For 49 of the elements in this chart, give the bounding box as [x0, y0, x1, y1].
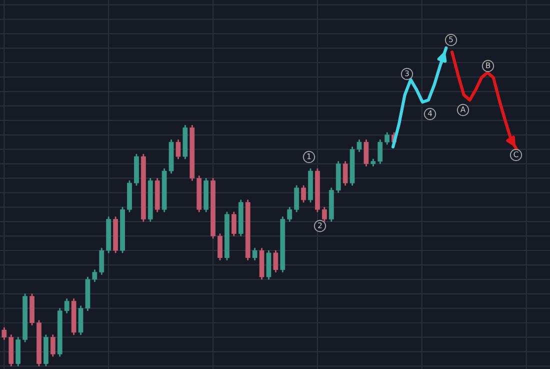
candlestick — [120, 206, 125, 254]
candlestick — [364, 139, 369, 166]
candlestick — [252, 248, 258, 260]
candlestick — [196, 176, 202, 212]
candlestick — [36, 320, 42, 366]
candlestick — [64, 298, 70, 314]
candlestick — [148, 178, 153, 222]
candlestick — [259, 248, 264, 280]
candlestick — [328, 188, 334, 222]
candlestick — [370, 158, 376, 166]
candlestick — [308, 168, 313, 203]
candlestick — [71, 298, 76, 336]
candlestick — [245, 200, 250, 260]
candlestick — [176, 139, 181, 160]
candlestick — [238, 200, 244, 236]
candlestick — [57, 308, 62, 357]
candlestick — [106, 216, 112, 254]
candlestick — [301, 185, 306, 203]
candlestick — [140, 154, 146, 222]
candlestick — [134, 154, 139, 186]
candlestick — [342, 161, 348, 186]
candlestick — [8, 334, 14, 366]
candlestick — [154, 178, 160, 212]
candlestick — [30, 294, 34, 326]
candlestick — [273, 250, 278, 272]
candlestick — [231, 212, 236, 236]
candlestick — [384, 132, 390, 145]
candlestick — [99, 248, 104, 275]
candlestick — [218, 233, 222, 260]
candlestick — [127, 180, 132, 212]
candlestick — [210, 178, 216, 239]
candlestick — [22, 294, 28, 342]
candlestick — [224, 212, 230, 260]
candlestick — [50, 334, 56, 357]
candlestick — [322, 206, 327, 222]
candlestick — [287, 206, 292, 222]
candlestick — [113, 216, 118, 254]
candlestick — [294, 185, 300, 212]
candlestick — [315, 168, 320, 212]
candlestick — [378, 139, 383, 164]
candlestick — [16, 336, 21, 366]
candlestick — [44, 334, 48, 366]
candlestick — [182, 125, 188, 160]
candlestick — [280, 216, 286, 272]
candlestick — [336, 161, 341, 193]
candlestick — [190, 125, 195, 181]
candlestick — [2, 327, 7, 340]
candlestick — [204, 178, 209, 212]
candlestick — [266, 250, 272, 280]
